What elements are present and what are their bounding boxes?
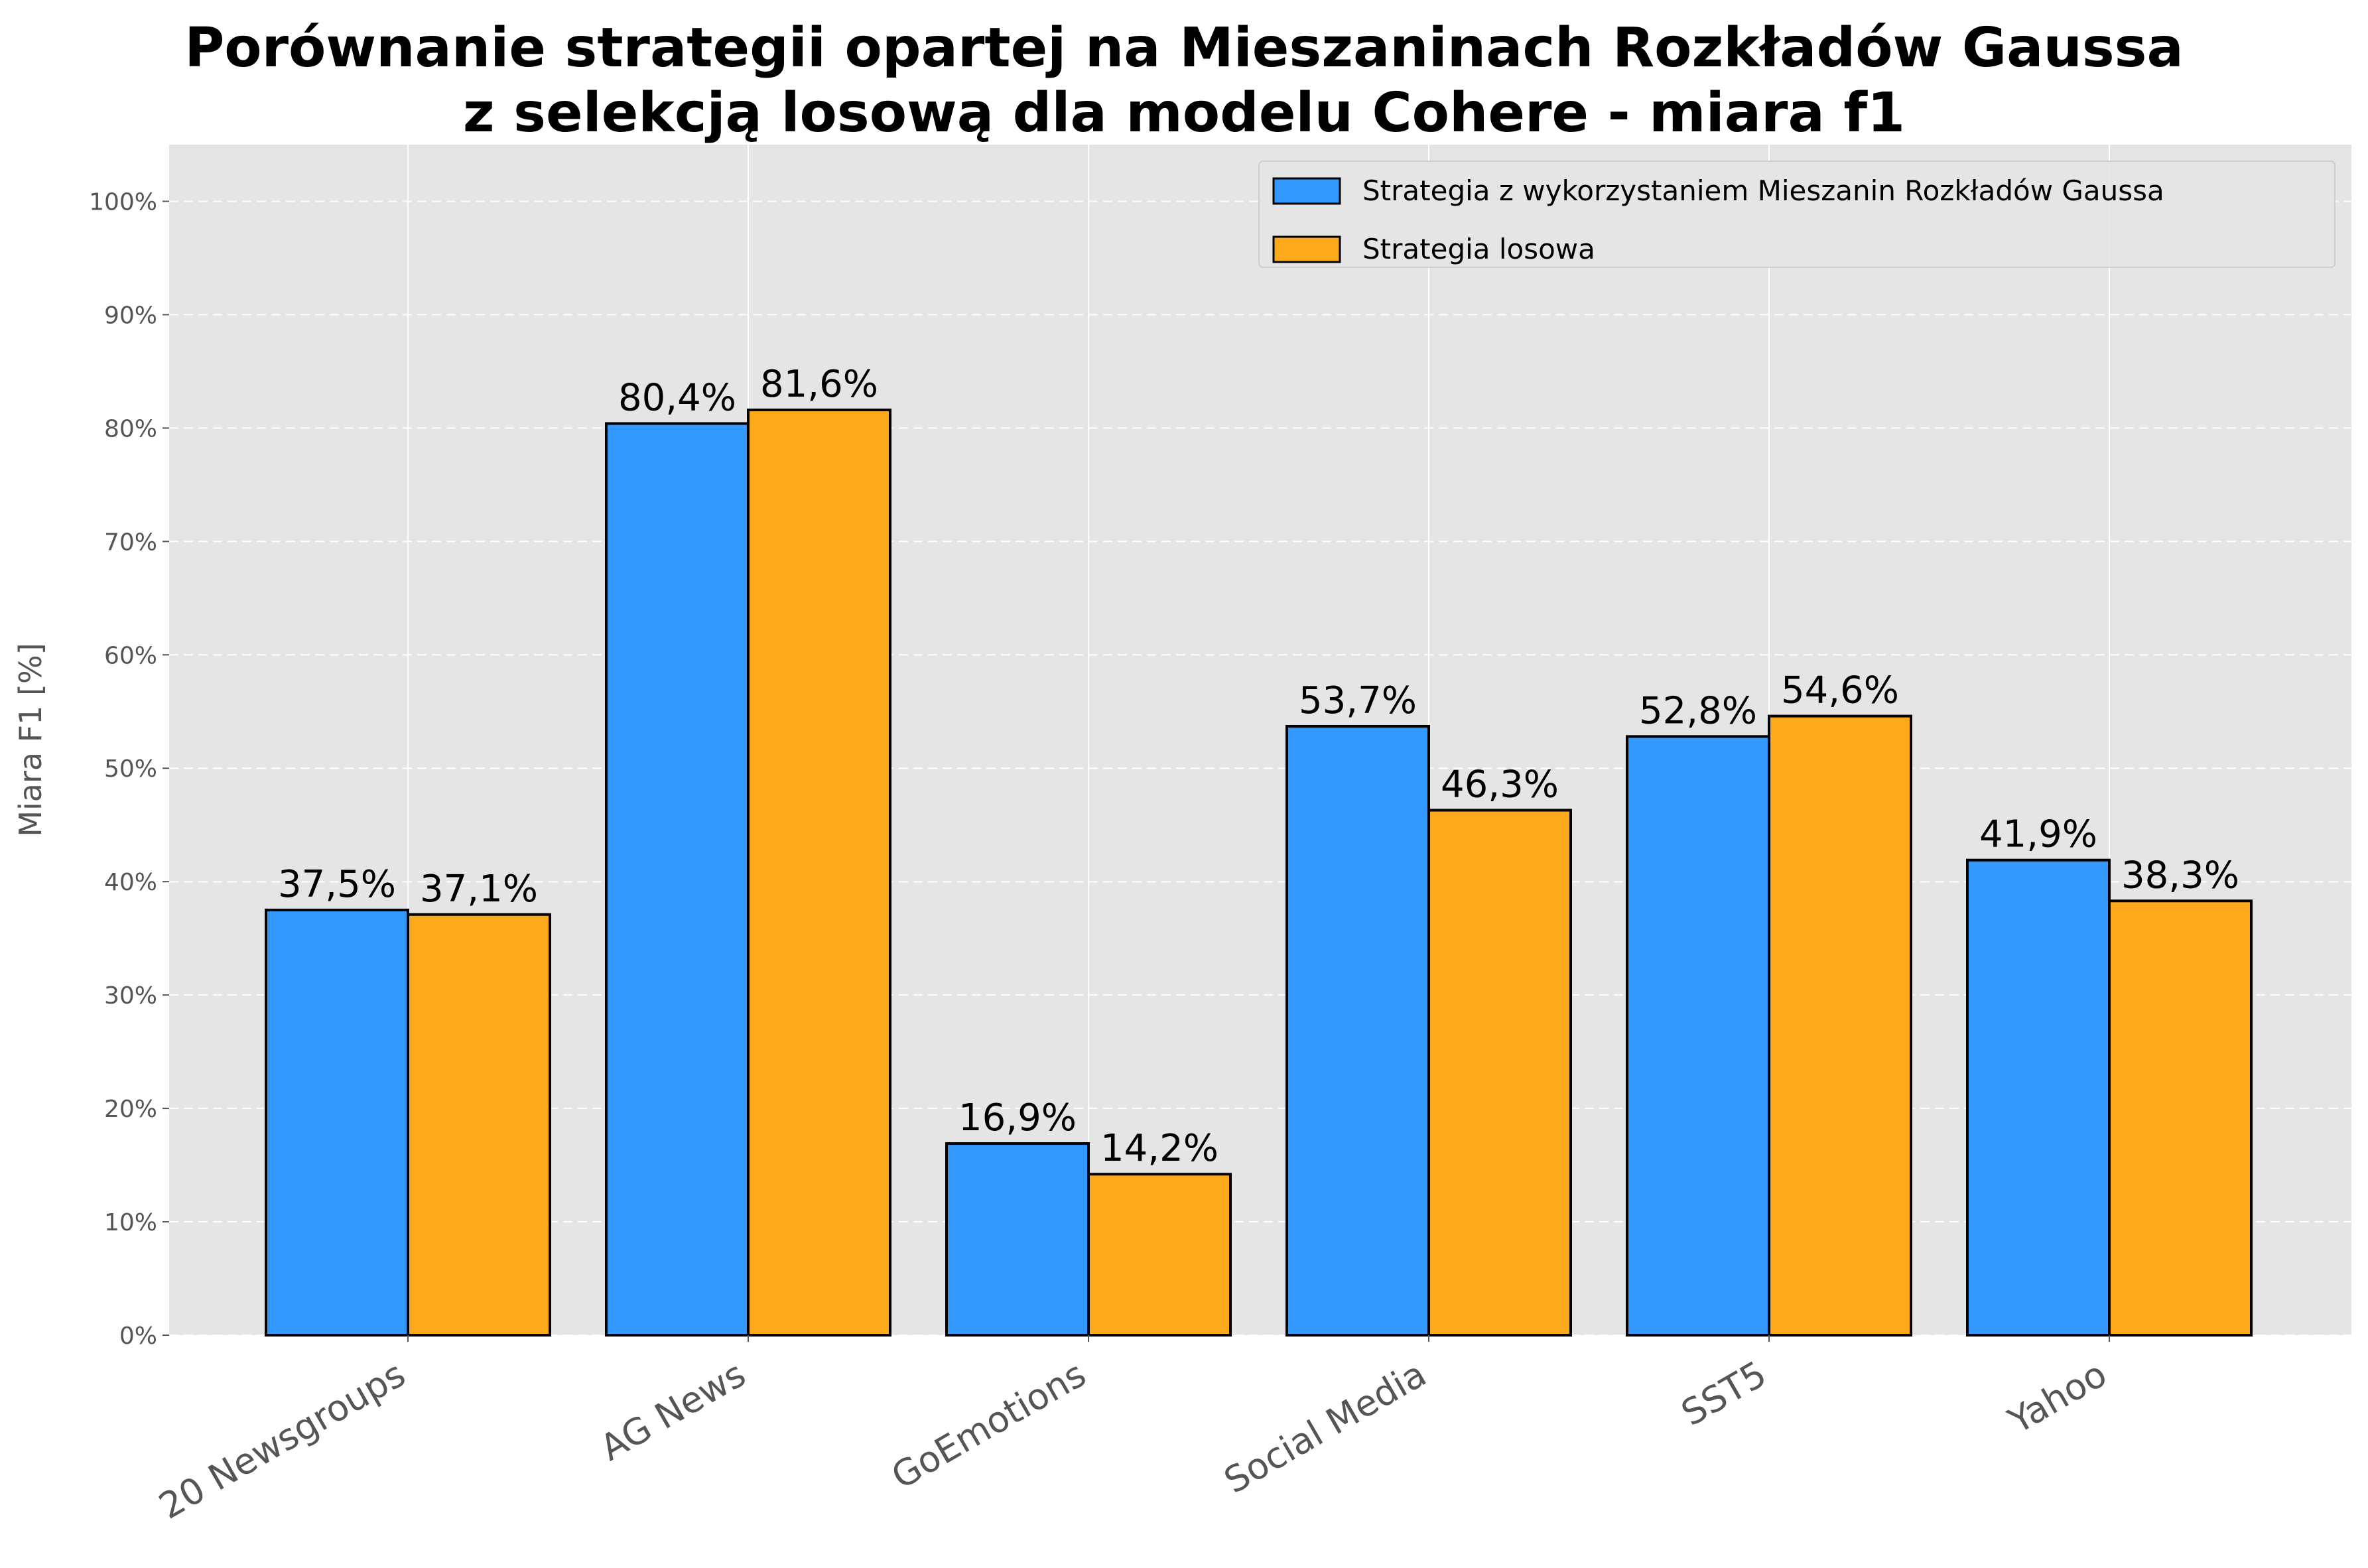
legend-box — [1258, 161, 2335, 268]
bars — [265, 409, 2253, 1337]
y-tick-label: 100% — [89, 188, 157, 216]
bar-value-label: 52,8% — [1639, 689, 1757, 732]
chart-title-line: Porównanie strategii opartej na Mieszani… — [184, 17, 2184, 80]
bar-value-label: 38,3% — [2121, 854, 2239, 897]
y-tick-label: 40% — [104, 869, 157, 896]
legend-entry-label: Strategia losowa — [1362, 233, 1595, 265]
chart-title: Porównanie strategii opartej na Mieszani… — [184, 17, 2184, 145]
bar — [1427, 809, 1572, 1337]
bar-value-label: 46,3% — [1441, 763, 1559, 806]
bar-value-label: 37,1% — [420, 868, 538, 911]
bar-value-label: 16,9% — [958, 1096, 1077, 1140]
bar-value-label: 41,9% — [1979, 813, 2097, 856]
y-tick-label: 20% — [104, 1096, 157, 1123]
bar — [1087, 1173, 1232, 1337]
y-tick-label: 50% — [104, 755, 157, 783]
y-tick-label: 10% — [104, 1209, 157, 1236]
bar-value-label: 80,4% — [618, 377, 736, 420]
bar — [2108, 899, 2253, 1337]
y-tick-label: 60% — [104, 642, 157, 669]
y-tick-label: 70% — [104, 529, 157, 556]
bar — [605, 422, 750, 1337]
y-tick-label: 80% — [104, 415, 157, 442]
y-axis-label: Miara F1 [%] — [13, 643, 48, 836]
legend-entry-label: Strategia z wykorzystaniem Mieszanin Roz… — [1362, 174, 2164, 207]
bar-value-label: 54,6% — [1781, 669, 1899, 712]
legend: Strategia z wykorzystaniem Mieszanin Roz… — [1258, 161, 2335, 268]
y-tick-label: 0% — [119, 1323, 157, 1350]
legend-swatch — [1272, 177, 1341, 205]
bar — [1768, 714, 1912, 1337]
bar — [407, 913, 551, 1337]
legend-swatch — [1272, 235, 1341, 263]
bar-labels: 37,5% 37,1% 80,4% 81,6% 16,9% 14,2% 53,7% 46,3%… — [278, 363, 2239, 1170]
bar-value-label: 53,7% — [1299, 679, 1417, 722]
y-axis: 0% 10% 20% 30% 40% 50% 60% 70% 80% 90% 100% — [89, 188, 169, 1350]
bar-value-label: 14,2% — [1100, 1127, 1218, 1170]
bar — [1626, 735, 1770, 1337]
bar-value-label: 81,6% — [760, 363, 878, 406]
y-tick-label: 30% — [104, 982, 157, 1010]
bar — [945, 1142, 1090, 1337]
chart-title-line: z selekcją losową dla modelu Cohere - mi… — [463, 82, 1905, 145]
bar — [265, 908, 409, 1337]
bar — [1966, 858, 2111, 1337]
bar-value-label: 37,5% — [278, 863, 396, 906]
y-tick-label: 90% — [104, 302, 157, 329]
bar — [1285, 724, 1430, 1337]
bar — [747, 409, 891, 1337]
